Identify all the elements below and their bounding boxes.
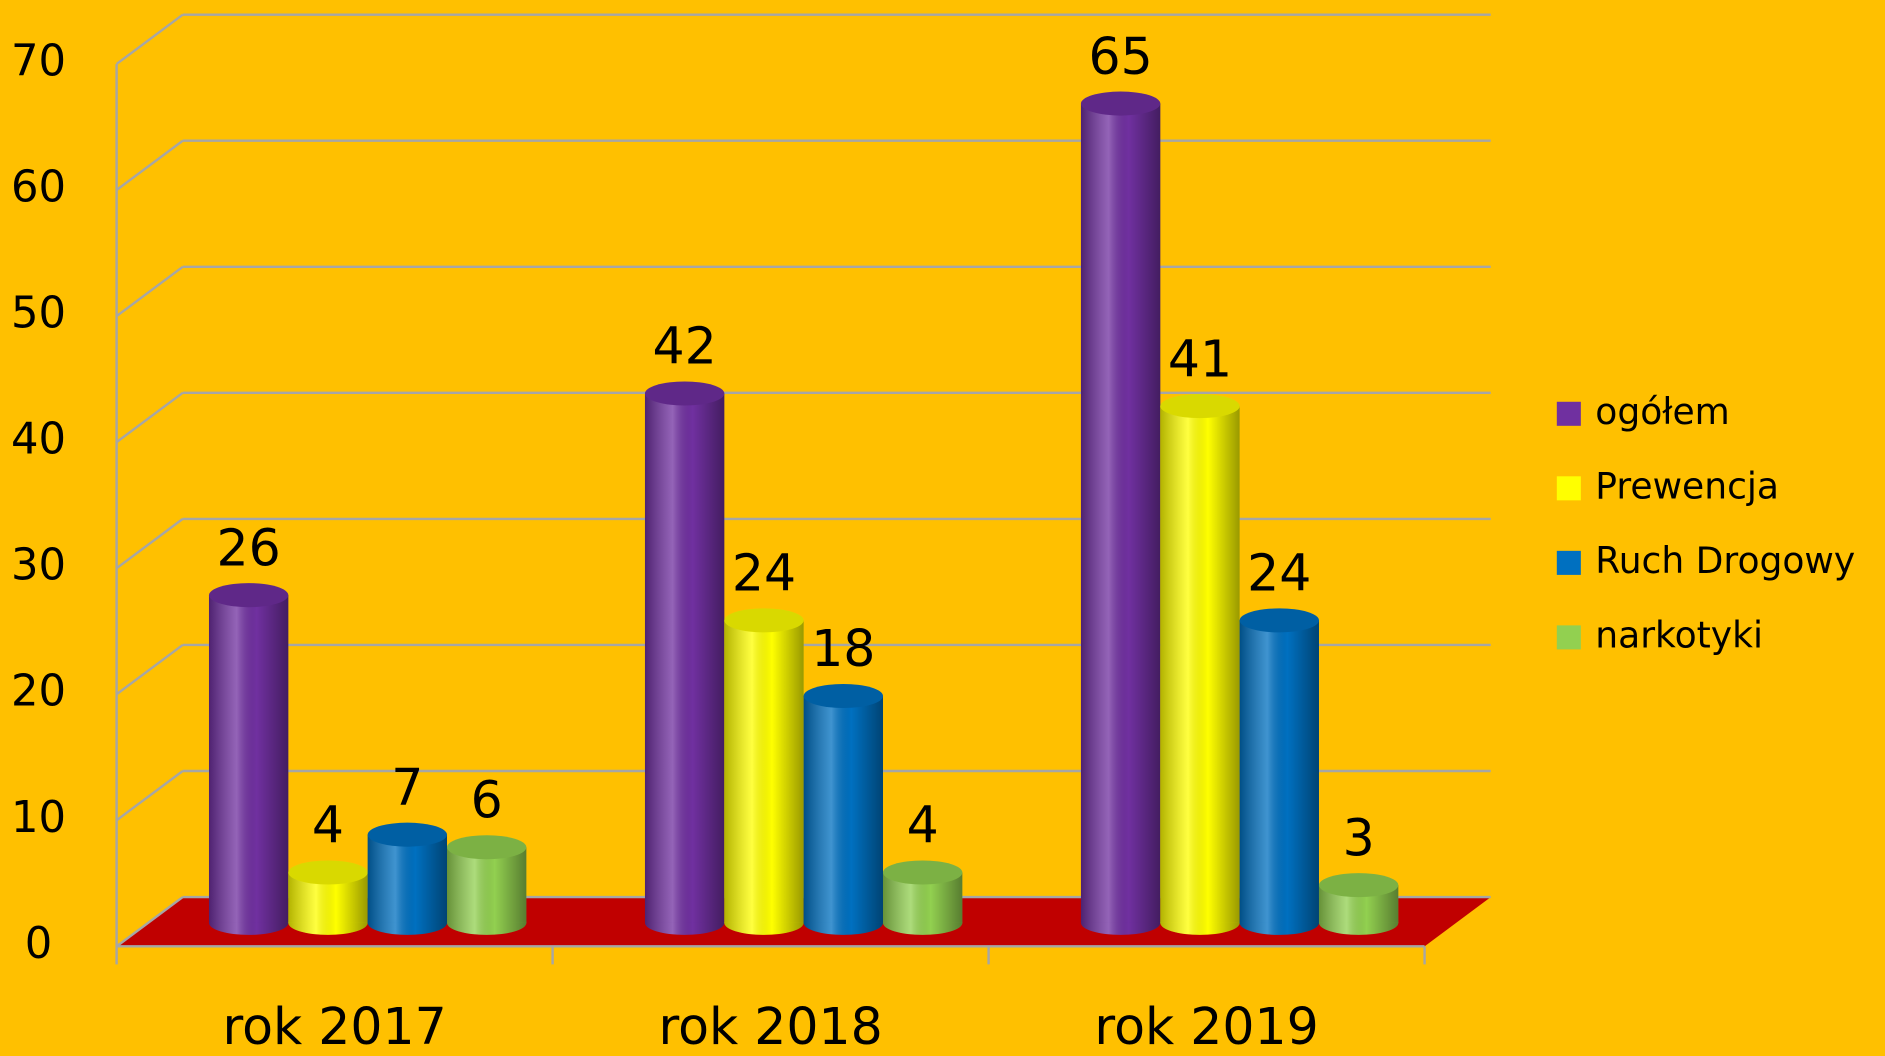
legend-label: narkotyki <box>1595 614 1763 656</box>
bar-shade <box>447 847 527 923</box>
bar-top-shade <box>882 860 963 885</box>
x-tick-label: rok 2017 <box>222 997 446 1056</box>
x-tick-label: rok 2019 <box>1094 997 1318 1056</box>
grid-line-side <box>115 896 184 948</box>
bar-top-shade <box>724 608 804 633</box>
data-label: 3 <box>1343 808 1375 867</box>
legend-label: Prewencja <box>1595 465 1779 507</box>
grid-line-side <box>115 265 184 318</box>
x-tick-label: rok 2018 <box>658 997 882 1056</box>
y-tick-label: 30 <box>11 541 66 591</box>
grid-line-side <box>115 13 184 65</box>
data-label: 41 <box>1168 329 1232 388</box>
bar-shade <box>208 595 289 923</box>
bar-top-shade <box>803 683 883 709</box>
legend-swatch <box>1556 401 1581 426</box>
bar-top <box>1160 394 1240 419</box>
bar-top <box>644 381 725 406</box>
legend-swatch <box>1556 476 1581 501</box>
data-label: 65 <box>1088 27 1152 86</box>
bar-top <box>367 822 448 847</box>
data-label: 6 <box>471 771 503 830</box>
data-label: 4 <box>312 796 344 855</box>
bar-shade <box>1080 103 1161 923</box>
grid-line-side <box>115 391 184 444</box>
bar-top <box>1080 91 1161 116</box>
bar-shade <box>803 696 883 923</box>
bar-top <box>288 860 368 885</box>
bar-top <box>447 835 527 860</box>
grid-line-side <box>115 643 184 696</box>
y-tick-label: 10 <box>11 793 66 843</box>
bar-shade <box>1160 406 1240 923</box>
y-tick-label: 70 <box>11 36 66 86</box>
y-tick-label: 50 <box>11 289 66 339</box>
bar-top-shade <box>1080 91 1161 116</box>
bar-top-shade <box>367 822 448 847</box>
data-label: 24 <box>732 544 796 603</box>
bar-shade <box>367 834 448 923</box>
y-tick-label: 20 <box>11 667 66 717</box>
legend-label: ogółem <box>1595 391 1730 433</box>
bar-top <box>724 608 804 633</box>
bar-shade <box>724 620 804 923</box>
bar-top-shade <box>1239 608 1319 633</box>
bar-top-shade <box>1160 394 1240 419</box>
legend-label: Ruch Drogowy <box>1595 540 1855 582</box>
bar-shade <box>644 393 725 923</box>
bar-top-shade <box>208 583 289 608</box>
y-tick-label: 60 <box>11 163 66 213</box>
data-label: 26 <box>217 518 281 577</box>
data-label: 4 <box>907 796 939 855</box>
bar-top-shade <box>1318 873 1399 898</box>
data-label: 7 <box>391 758 423 817</box>
data-label: 18 <box>811 619 875 678</box>
y-tick-label: 40 <box>11 415 66 465</box>
bar-top <box>1239 608 1319 633</box>
data-label: 42 <box>653 317 717 376</box>
bar-top <box>208 583 289 608</box>
legend-swatch <box>1556 625 1581 650</box>
y-tick-label: 0 <box>25 919 53 969</box>
grid-line-side <box>115 139 184 191</box>
bar-top-shade <box>447 835 527 860</box>
grid-line-side <box>115 517 184 570</box>
bar-top <box>1318 873 1399 898</box>
bar-top <box>882 860 963 885</box>
legend-swatch <box>1556 550 1581 575</box>
bar-top-shade <box>644 381 725 406</box>
bar-shade <box>1239 620 1319 923</box>
data-label: 24 <box>1247 544 1311 603</box>
bar-top <box>803 683 883 709</box>
bar-top-shade <box>288 860 368 885</box>
grid-line-side <box>115 770 184 822</box>
